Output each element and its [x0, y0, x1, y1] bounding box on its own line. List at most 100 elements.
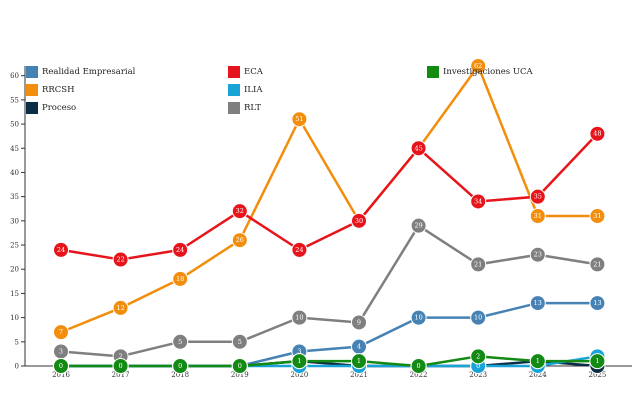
- data-label: 32: [236, 207, 244, 215]
- data-label: 5: [238, 338, 242, 346]
- data-point: [589, 256, 606, 273]
- data-label: 35: [534, 193, 542, 201]
- legend-swatch: [26, 66, 38, 78]
- data-label: 22: [116, 256, 124, 264]
- data-point: [172, 241, 189, 258]
- x-tick-label: 2025: [588, 371, 606, 379]
- legend-item[interactable]: ECA: [228, 66, 263, 78]
- y-tick: 30: [10, 217, 25, 225]
- series-line-rlt: [60, 224, 598, 358]
- data-point: [351, 314, 367, 331]
- data-label: 30: [355, 217, 363, 225]
- y-tick: 45: [10, 145, 25, 153]
- data-label: 3: [297, 347, 301, 355]
- data-point: [53, 358, 69, 374]
- data-point: [351, 353, 367, 370]
- y-tick-label: 50: [10, 121, 19, 129]
- series-line-investigaciones-uca: [61, 355, 598, 368]
- data-label: 48: [593, 130, 601, 138]
- data-label: 10: [414, 314, 422, 322]
- legend-swatch: [26, 102, 38, 114]
- x-tick-label: 2024: [529, 371, 547, 379]
- data-point: [112, 251, 129, 268]
- legend-item[interactable]: Proceso: [26, 102, 76, 114]
- legend-item[interactable]: Investigaciones UCA: [427, 66, 533, 78]
- legend-label: ECA: [244, 67, 263, 77]
- data-label: 45: [414, 144, 422, 152]
- data-label: 10: [474, 314, 482, 322]
- y-tick: 5: [15, 338, 25, 346]
- legend-label: RLT: [244, 103, 262, 113]
- y-tick-label: 60: [10, 72, 19, 80]
- legend-item[interactable]: ILIA: [228, 84, 263, 96]
- legend-item[interactable]: Realidad Empresarial: [26, 66, 135, 78]
- legend-swatch: [427, 66, 439, 78]
- data-label: 5: [178, 338, 182, 346]
- data-point: [529, 295, 546, 312]
- y-tick-label: 40: [10, 169, 19, 177]
- data-label: 1: [357, 357, 361, 365]
- data-label: 24: [295, 246, 303, 254]
- data-point: [291, 111, 308, 128]
- y-tick: 15: [10, 290, 25, 298]
- y-tick: 55: [10, 96, 25, 104]
- y-tick: 60: [10, 72, 25, 80]
- data-label: 0: [417, 362, 421, 370]
- data-point: [231, 232, 248, 249]
- data-label: 34: [474, 197, 482, 205]
- data-point: [410, 309, 427, 326]
- series-line-rrcsh: [60, 64, 598, 334]
- y-tick-label: 45: [10, 145, 19, 153]
- series-points-investigaciones-uca: 0 0 0 0 1 1 0 2 1 1: [53, 348, 606, 374]
- data-label: 12: [116, 304, 124, 312]
- data-label: 2: [476, 352, 480, 360]
- data-label: 51: [295, 115, 303, 123]
- data-label: 21: [474, 260, 482, 268]
- data-point: [589, 125, 606, 142]
- data-label: 23: [534, 251, 542, 259]
- series-line-eca: [60, 132, 599, 261]
- data-label: 31: [593, 212, 601, 220]
- data-point: [172, 333, 189, 350]
- data-point: [291, 353, 308, 370]
- data-label: 0: [476, 362, 480, 370]
- data-point: [112, 358, 129, 374]
- y-tick-label: 35: [10, 193, 19, 201]
- x-tick-label: 2018: [171, 371, 189, 379]
- data-point: [529, 246, 546, 263]
- data-point: [172, 270, 189, 287]
- legend-label: RRCSH: [42, 85, 75, 95]
- y-tick-label: 55: [10, 96, 19, 104]
- data-label: 21: [593, 260, 601, 268]
- data-point: [470, 193, 487, 210]
- data-point: [231, 333, 248, 350]
- y-tick-label: 25: [10, 242, 19, 250]
- y-tick: 0: [15, 363, 25, 371]
- legend-label: Realidad Empresarial: [42, 67, 136, 77]
- data-label: 0: [119, 362, 123, 370]
- data-point: [589, 208, 606, 224]
- data-label: 13: [534, 299, 542, 307]
- y-tick: 10: [10, 314, 25, 322]
- data-label: 13: [593, 299, 601, 307]
- data-point: [112, 299, 129, 316]
- data-label: 1: [297, 357, 301, 365]
- legend-label: ILIA: [244, 85, 263, 95]
- y-tick: 35: [10, 193, 25, 201]
- data-label: 29: [414, 222, 422, 230]
- legend-item[interactable]: RRCSH: [26, 84, 75, 96]
- legend-item[interactable]: RLT: [228, 102, 261, 114]
- legend: Realidad Empresarial RRCSH Proceso ECA ILIA R…: [0, 66, 640, 116]
- data-point: [470, 256, 487, 273]
- data-point: [470, 309, 487, 326]
- y-tick-label: 10: [10, 314, 19, 322]
- data-label: 9: [357, 318, 361, 326]
- data-label: 7: [59, 328, 63, 336]
- data-point: [529, 353, 546, 370]
- x-tick-label: 2019: [231, 371, 249, 379]
- data-label: 2: [119, 352, 123, 360]
- data-label: 62: [474, 62, 482, 70]
- x-tick-label: 2017: [112, 371, 130, 379]
- y-tick: 25: [10, 242, 25, 250]
